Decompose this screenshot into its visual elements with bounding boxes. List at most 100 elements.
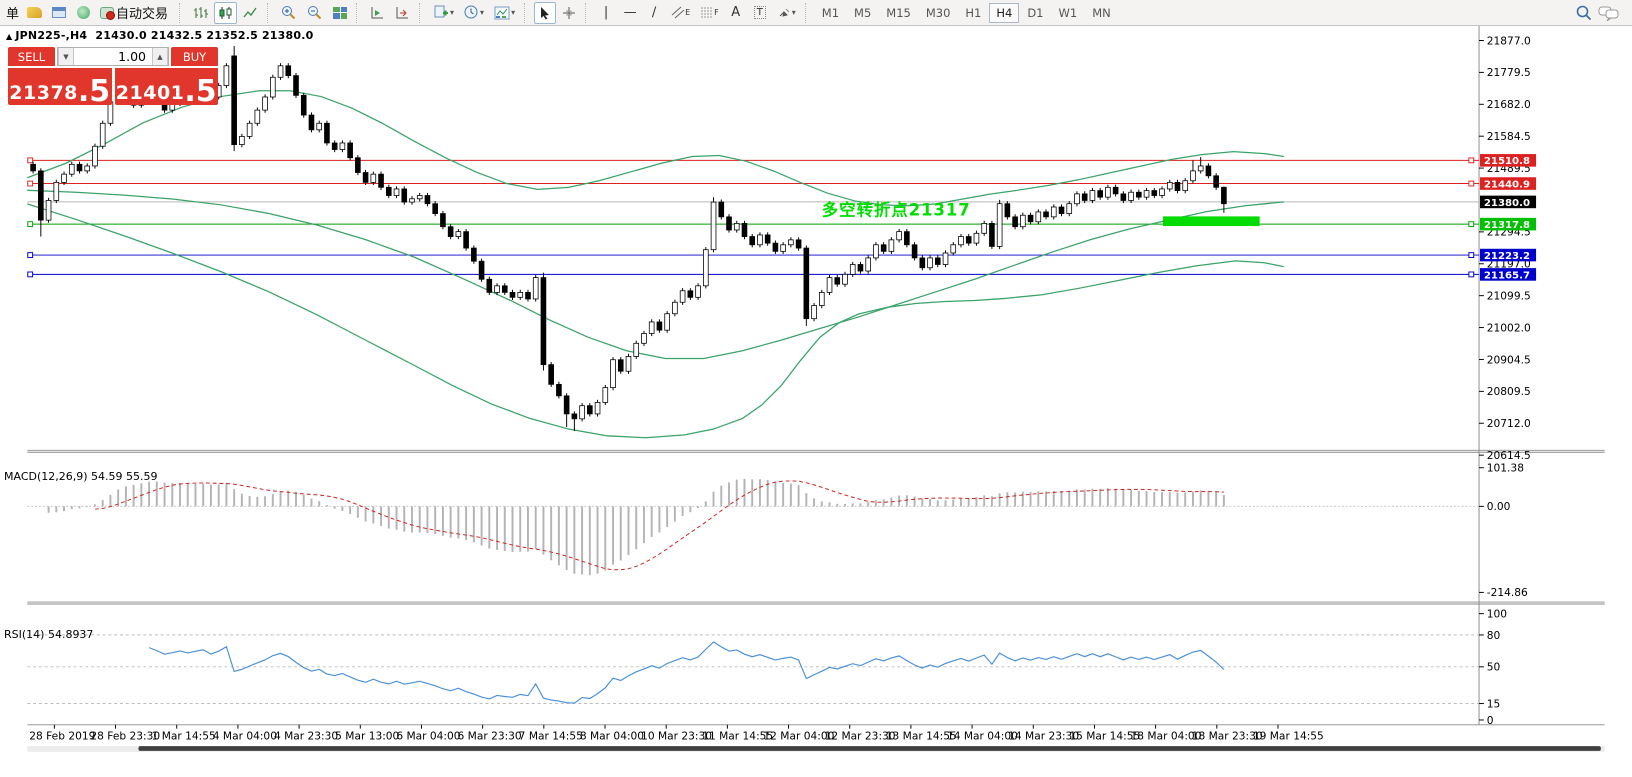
price-tick: 20809.5 — [1487, 385, 1531, 398]
toolbar: 单 自动交易 ▾ ▾ — [0, 0, 1632, 26]
candle — [393, 188, 400, 196]
price-tick: 20712.0 — [1487, 417, 1531, 430]
h-scrollbar-thumb[interactable] — [138, 746, 1601, 751]
brush-icon — [27, 7, 43, 18]
sell-price[interactable]: 21378.5 — [8, 68, 112, 106]
autotrade-icon — [100, 6, 116, 20]
candle — [1205, 165, 1212, 177]
indicators-icon — [494, 6, 510, 19]
crosshair-button[interactable] — [558, 2, 580, 24]
collapse-arrow-icon[interactable]: ▲ — [6, 32, 13, 41]
arrows-button[interactable]: ▾ — [773, 2, 800, 24]
crosshair-icon — [563, 6, 576, 19]
candle — [579, 405, 585, 420]
time-label: 19 Mar 14:55 — [1253, 729, 1324, 742]
buy-price[interactable]: 21401.5 — [114, 68, 218, 106]
timeframe-w1[interactable]: W1 — [1058, 5, 1078, 20]
candle — [865, 257, 871, 272]
timeframe-h4[interactable]: H4 — [989, 2, 1020, 23]
separator — [179, 2, 184, 23]
timeframe-m1[interactable]: M1 — [821, 5, 840, 20]
new-order-button[interactable]: 单 — [6, 7, 20, 22]
candle — [703, 249, 709, 287]
candle — [1151, 190, 1158, 196]
candle — [1020, 214, 1026, 228]
tile-windows-button[interactable] — [329, 2, 351, 24]
candle — [834, 277, 841, 285]
channel-button[interactable]: E — [667, 2, 694, 24]
separator — [267, 2, 272, 23]
timeframe-m15[interactable]: M15 — [886, 5, 911, 20]
chart-area[interactable]: 21877.0 21779.5 21682.0 21584.5 21489.5 21294… — [0, 26, 1632, 777]
text-button[interactable]: A — [725, 2, 747, 24]
autotrade-button[interactable]: 自动交易 — [96, 2, 174, 24]
candle — [911, 244, 918, 259]
buy-button[interactable]: BUY — [171, 47, 218, 66]
indicators-button[interactable]: ▾ — [490, 2, 519, 24]
price-tick: 21877.0 — [1487, 34, 1531, 47]
time-label: 18 Mar 04:00 — [1131, 729, 1202, 742]
price-tag-label: 21440.9 — [1484, 179, 1530, 190]
candle — [757, 234, 763, 246]
trendline-button[interactable]: ∕ — [643, 2, 665, 24]
chart-canvas[interactable]: 21877.021779.521682.021584.521489.521294… — [0, 26, 1632, 777]
candlestick-button[interactable] — [214, 1, 238, 24]
price-tag-21440.9 — [1480, 177, 1537, 190]
timeframe-mn[interactable]: MN — [1092, 5, 1111, 20]
price-tag-21165.7 — [1480, 268, 1537, 281]
timeframe-d1[interactable]: D1 — [1027, 5, 1044, 20]
search-icon[interactable] — [1576, 5, 1592, 21]
hline-button[interactable]: — — [619, 2, 641, 24]
volume-decrease-button[interactable]: ▼ — [58, 48, 74, 65]
time-label: 4 Mar 23:30 — [274, 729, 338, 742]
candle — [38, 170, 44, 221]
price-tag-21380.0 — [1480, 195, 1537, 209]
candle — [1035, 211, 1042, 223]
candle — [1174, 181, 1181, 191]
price-tick: 21002.0 — [1487, 321, 1531, 334]
candle — [1004, 203, 1011, 218]
signal-button[interactable] — [72, 2, 94, 24]
candle — [355, 157, 361, 173]
fibonacci-button[interactable]: F — [696, 2, 723, 24]
zoom-in-button[interactable] — [277, 2, 301, 24]
cursor-button[interactable] — [534, 1, 557, 24]
time-label: 1 Mar 14:55 — [152, 729, 216, 742]
support-highlight — [1162, 216, 1260, 227]
zoom-in-icon — [282, 6, 296, 20]
line-chart-button[interactable] — [239, 2, 262, 24]
candle — [1081, 193, 1088, 201]
candle — [1197, 165, 1204, 172]
chat-icon[interactable] — [1598, 5, 1620, 21]
bar-chart-button[interactable] — [189, 2, 212, 24]
volume-increase-button[interactable]: ▲ — [152, 48, 168, 65]
sell-button[interactable]: SELL — [8, 47, 55, 66]
tile-windows-icon — [333, 6, 348, 19]
volume-input[interactable]: 1.00 — [118, 49, 146, 64]
quote-header: ▲ JPN225-,H4 21430.0 21432.5 21352.5 2138… — [6, 29, 313, 42]
timeframe-h1[interactable]: H1 — [965, 5, 982, 20]
brush-button[interactable] — [23, 2, 46, 24]
arrows-icon — [779, 8, 790, 17]
vline-button[interactable]: | — [595, 2, 617, 24]
zoom-out-button[interactable] — [303, 2, 327, 24]
autoscroll-button[interactable] — [366, 2, 389, 24]
new-chart-button[interactable]: ▾ — [429, 2, 458, 24]
fibo-label: F — [714, 8, 719, 17]
timeframe-m30[interactable]: M30 — [925, 5, 951, 20]
candle — [1159, 188, 1165, 196]
timeframe-m5[interactable]: M5 — [854, 5, 872, 20]
svg-text:15: 15 — [1487, 697, 1501, 710]
label-button[interactable]: T — [749, 2, 771, 24]
bar-chart-icon — [194, 6, 209, 18]
candle — [262, 96, 268, 111]
candle — [246, 122, 253, 137]
time-label: 18 Mar 23:30 — [1192, 729, 1263, 742]
candle — [254, 109, 261, 124]
chart-window-button[interactable] — [48, 2, 70, 24]
one-click-trading-panel: SELL ▼ 1.00 ▲ BUY 21378.5 21401.5 — [8, 47, 218, 106]
period-button[interactable]: ▾ — [460, 2, 488, 24]
candle — [447, 226, 454, 237]
text-icon: A — [731, 5, 741, 20]
chart-shift-button[interactable] — [391, 2, 414, 24]
